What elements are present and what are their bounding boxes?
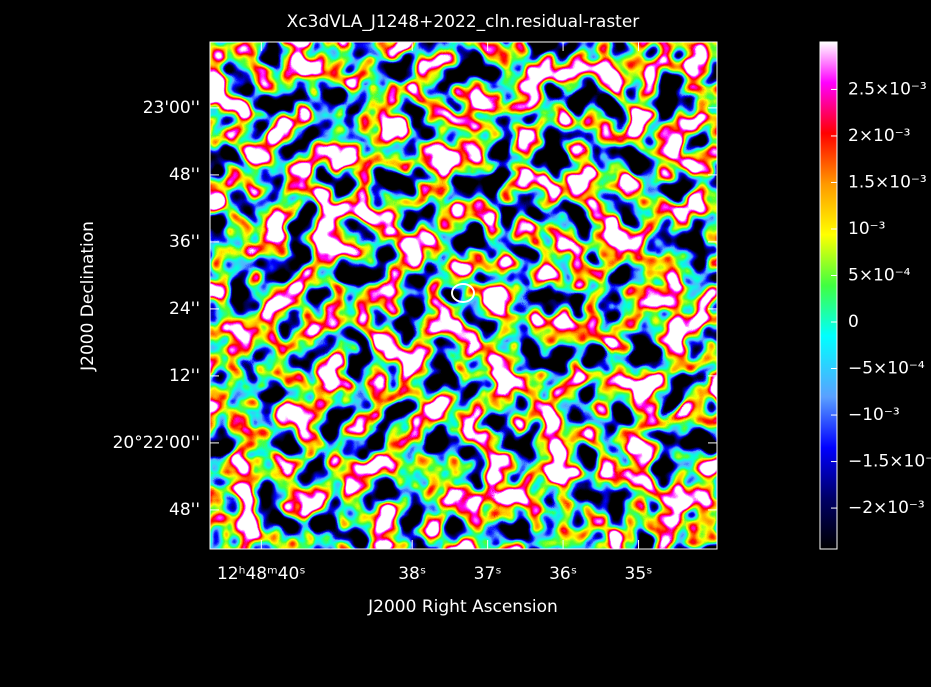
colorbar-tick-label: 10⁻³ <box>848 219 885 239</box>
x-tick-label: 36ˢ <box>549 564 577 584</box>
y-tick-label: 48'' <box>169 500 200 520</box>
y-tick-label: 20°22'00'' <box>113 433 200 453</box>
colorbar-tick-label: −2×10⁻³ <box>848 498 925 518</box>
y-tick-label: 24'' <box>169 299 200 319</box>
colorbar-tick-label: 5×10⁻⁴ <box>848 265 911 285</box>
colorbar-tick-label: 1.5×10⁻³ <box>848 172 927 192</box>
x-tick-label: 35ˢ <box>625 564 653 584</box>
colorbar-tick-label: 2.5×10⁻³ <box>848 79 927 99</box>
plot-frame <box>209 41 718 550</box>
colorbar-tick-label: 0 <box>848 312 859 332</box>
y-tick-label: 36'' <box>169 232 200 252</box>
x-tick-label: 12ʰ48ᵐ40ˢ <box>217 564 306 584</box>
y-tick-label: 48'' <box>169 165 200 185</box>
y-tick-label: 12'' <box>169 366 200 386</box>
colorbar-tick-label: −1.5×10⁻³ <box>848 452 931 472</box>
colorbar <box>819 41 838 550</box>
x-axis-label: J2000 Right Ascension <box>367 597 558 617</box>
colorbar-tick-label: −5×10⁻⁴ <box>848 359 925 379</box>
x-tick-label: 37ˢ <box>474 564 502 584</box>
beam-marker <box>451 283 475 303</box>
colorbar-tick-label: −10⁻³ <box>848 405 900 425</box>
y-axis-label: J2000 Declination <box>78 221 98 372</box>
raster-image <box>210 42 717 549</box>
x-tick-label: 38ˢ <box>398 564 426 584</box>
colorbar-tick-label: 2×10⁻³ <box>848 126 910 146</box>
y-tick-label: 23'00'' <box>143 98 200 118</box>
chart-title: Xc3dVLA_J1248+2022_cln.residual-raster <box>287 12 640 32</box>
